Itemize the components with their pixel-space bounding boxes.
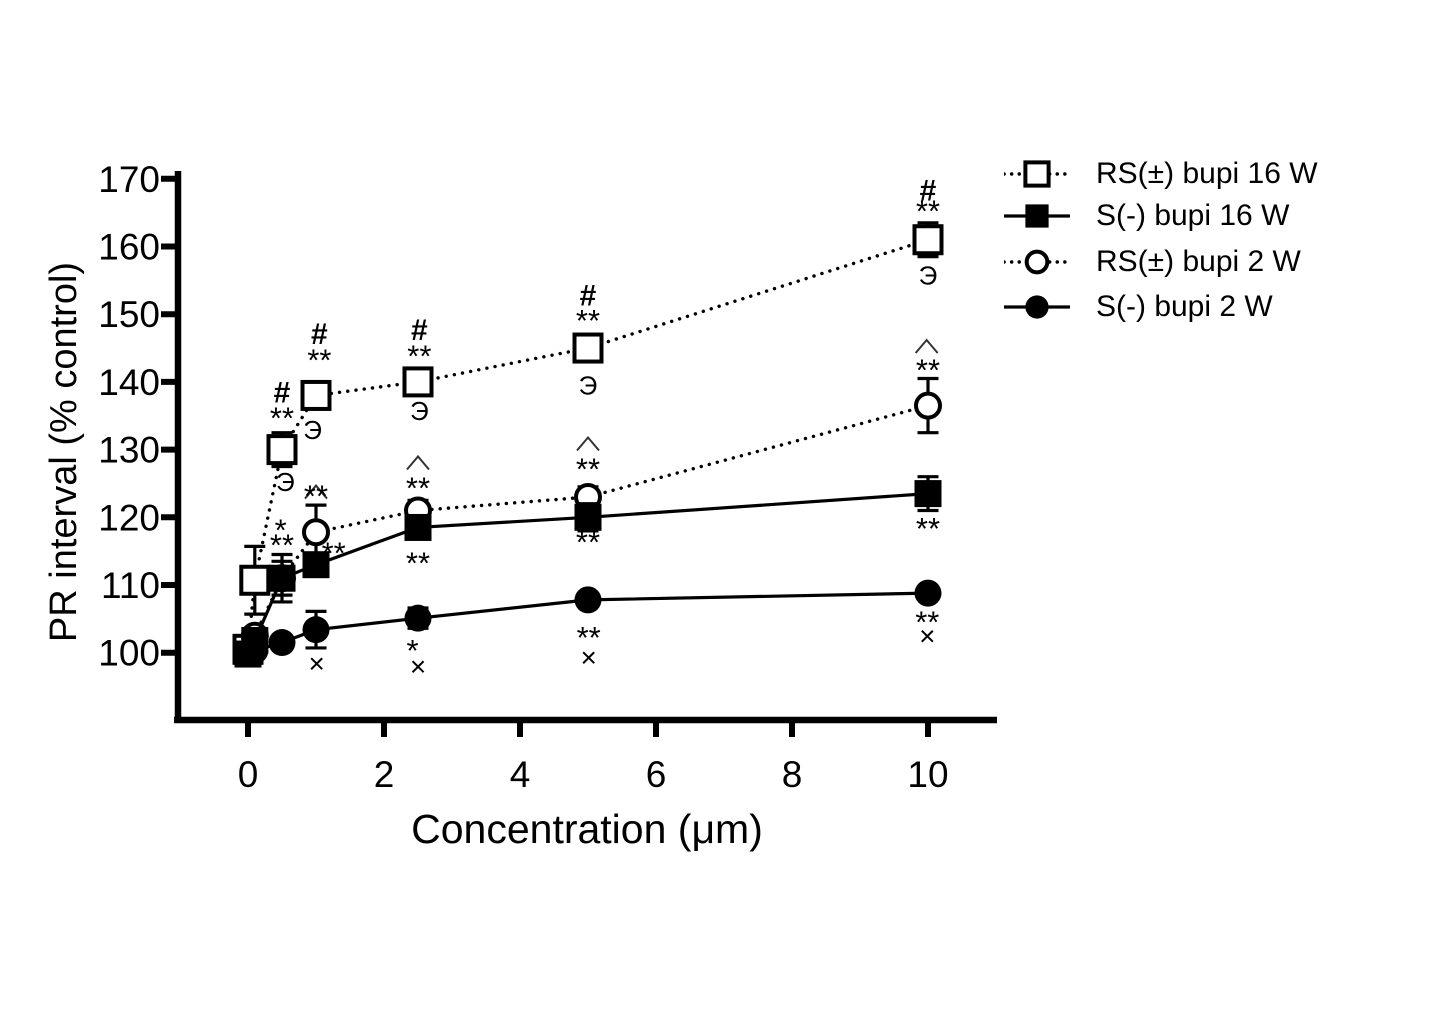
svg-text:×: × xyxy=(309,648,325,679)
svg-text:140: 140 xyxy=(98,362,160,403)
svg-text:160: 160 xyxy=(98,227,160,268)
svg-text:**: ** xyxy=(307,342,331,377)
svg-text:**: ** xyxy=(576,303,600,338)
svg-text:**: ** xyxy=(406,546,430,581)
svg-text:Э: Э xyxy=(410,396,429,426)
svg-text:#: # xyxy=(920,175,937,208)
legend-item: RS(±) bupi 2 W xyxy=(1004,245,1301,279)
svg-text:**: ** xyxy=(577,620,601,655)
legend-item: RS(±) bupi 16 W xyxy=(1004,157,1318,191)
circle-filled-solid-icon xyxy=(1004,295,1070,319)
svg-text:10: 10 xyxy=(907,754,948,795)
svg-text:150: 150 xyxy=(98,294,160,335)
svg-text:*: * xyxy=(407,633,419,668)
svg-text:×: × xyxy=(919,620,935,651)
svg-text:100: 100 xyxy=(98,633,160,674)
svg-text:**: ** xyxy=(270,527,294,562)
legend-item: S(-) bupi 2 W xyxy=(1004,290,1273,324)
svg-text:**: ** xyxy=(915,604,939,639)
svg-text:0: 0 xyxy=(238,754,259,795)
legend-label: S(-) bupi 2 W xyxy=(1096,290,1273,323)
circle-open-dotted-icon xyxy=(1004,249,1070,275)
svg-text:Э: Э xyxy=(919,261,938,291)
y-axis-title: PR interval (% control) xyxy=(43,261,85,643)
svg-text:#: # xyxy=(311,318,328,351)
svg-text:2: 2 xyxy=(374,754,395,795)
svg-text:**: ** xyxy=(270,401,294,436)
svg-text:**: ** xyxy=(576,451,600,486)
svg-text:Э: Э xyxy=(276,467,295,497)
svg-text:130: 130 xyxy=(98,430,160,471)
svg-text:**: ** xyxy=(916,511,940,546)
legend-label: RS(±) bupi 2 W xyxy=(1096,245,1301,278)
svg-text:110: 110 xyxy=(101,565,160,606)
svg-text:4: 4 xyxy=(510,754,531,795)
svg-text:**: ** xyxy=(916,353,940,388)
svg-text:**: ** xyxy=(304,479,328,514)
svg-text:170: 170 xyxy=(98,159,160,200)
svg-text:×: × xyxy=(581,642,597,673)
svg-text:120: 120 xyxy=(98,497,160,538)
svg-text:6: 6 xyxy=(646,754,667,795)
svg-text:*: * xyxy=(275,512,287,547)
svg-text:**: ** xyxy=(322,535,346,570)
legend-label: S(-) bupi 16 W xyxy=(1096,199,1290,232)
svg-text:**: ** xyxy=(407,338,431,373)
svg-text:Э: Э xyxy=(579,370,598,400)
svg-text:×: × xyxy=(410,651,426,682)
svg-text:#: # xyxy=(274,376,291,409)
svg-text:8: 8 xyxy=(782,754,803,795)
legend-item: S(-) bupi 16 W xyxy=(1004,199,1289,233)
svg-text:**: ** xyxy=(406,470,430,505)
square-filled-solid-icon xyxy=(1004,204,1070,228)
svg-text:Э: Э xyxy=(303,415,322,445)
svg-text:#: # xyxy=(411,314,428,347)
square-open-dotted-icon xyxy=(1004,160,1070,188)
x-axis-title: Concentration (μm) xyxy=(411,806,763,852)
legend-label: RS(±) bupi 16 W xyxy=(1096,157,1318,190)
svg-text:**: ** xyxy=(576,525,600,560)
svg-text:**: ** xyxy=(916,194,940,229)
svg-text:#: # xyxy=(580,280,597,313)
